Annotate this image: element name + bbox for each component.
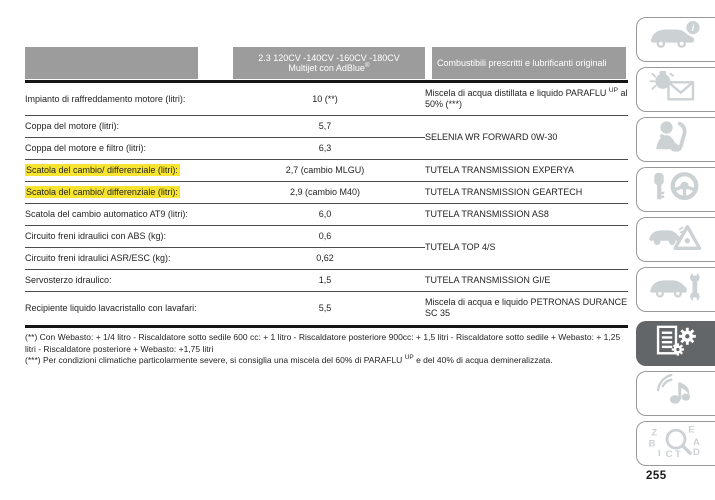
row-label-cell: Circuito freni idraulici ASR/ESC (kg): bbox=[25, 247, 225, 270]
footnote-paraflu: (***) Per condizioni climatiche particol… bbox=[25, 354, 553, 365]
page-number: 255 bbox=[646, 470, 667, 482]
registered-mark: ® bbox=[364, 62, 370, 69]
table-row: Scatola del cambio/ differenziale (litri… bbox=[25, 181, 628, 204]
row-label-cell: Scatola del cambio automatico AT9 (litri… bbox=[25, 203, 225, 226]
row-value-cell: 6,0 bbox=[225, 203, 425, 226]
sidebar-tab-safety[interactable] bbox=[636, 117, 715, 162]
footnote-webasto: (**) Con Webasto: + 1/4 litro - Riscalda… bbox=[25, 332, 621, 354]
row-label-cell: Impianto di raffreddamento motore (litri… bbox=[25, 83, 225, 116]
alphabetical-index-search-icon: Z E B A I C T D bbox=[647, 424, 705, 463]
svg-text:A: A bbox=[693, 437, 700, 448]
footnotes: (**) Con Webasto: + 1/4 litro - Riscalda… bbox=[25, 332, 628, 367]
header-divider-line bbox=[25, 80, 628, 83]
svg-text:T: T bbox=[675, 449, 681, 458]
row-fuel-cell: Miscela di acqua distillata e liquido PA… bbox=[425, 83, 628, 116]
sidebar-tab-driving[interactable] bbox=[636, 167, 715, 212]
svg-text:D: D bbox=[693, 447, 700, 458]
highlighted-label: Scatola del cambio/ differenziale (litri… bbox=[25, 186, 180, 198]
table-bottom-line bbox=[25, 325, 628, 328]
fluid-capacities-table: Impianto di raffreddamento motore (litri… bbox=[25, 83, 628, 324]
sidebar-tab-technical-data[interactable] bbox=[636, 321, 715, 366]
table-row: Scatola del cambio/ differenziale (litri… bbox=[25, 159, 628, 182]
row-value-cell: 0,62 bbox=[225, 247, 425, 270]
row-label-cell: Scatola del cambio/ differenziale (litri… bbox=[25, 181, 225, 204]
table-row: Circuito freni idraulici con ABS (kg): 0… bbox=[25, 225, 628, 270]
table-header-row: 2.3 120CV -140CV -160CV -180CV Multijet … bbox=[25, 47, 628, 79]
table-row: Servosterzo idraulico: 1,5 TUTELA TRANSM… bbox=[25, 269, 628, 292]
sidebar-tab-warning-lights[interactable] bbox=[636, 67, 715, 112]
row-fuel-cell: TUTELA TRANSMISSION GI/E bbox=[425, 269, 628, 292]
svg-text:i: i bbox=[692, 23, 695, 34]
car-info-icon: i bbox=[647, 20, 705, 59]
spec-list-gears-icon bbox=[647, 324, 705, 363]
multimedia-note-icon bbox=[647, 373, 705, 413]
row-fuel-cell: TUTELA TRANSMISSION GEARTECH bbox=[425, 181, 628, 204]
row-value-cell: 2,7 (cambio MLGU) bbox=[225, 159, 425, 182]
row-label-cell: Circuito freni idraulici con ABS (kg): bbox=[25, 225, 225, 248]
row-label-cell: Coppa del motore (litri): bbox=[25, 115, 225, 138]
highlighted-label: Scatola del cambio/ differenziale (litri… bbox=[25, 164, 180, 176]
sidebar-tab-index[interactable]: Z E B A I C T D bbox=[636, 421, 715, 466]
capacities-table: 2.3 120CV -140CV -160CV -180CV Multijet … bbox=[25, 47, 628, 367]
header-fluids-cell: Combustibili prescritti e lubrificanti o… bbox=[432, 47, 626, 79]
row-label-cell: Scatola del cambio/ differenziale (litri… bbox=[25, 159, 225, 182]
row-fuel-cell: Miscela di acqua e liquido PETRONAS DURA… bbox=[425, 297, 628, 318]
key-steering-wheel-icon bbox=[647, 170, 705, 209]
sidebar-tab-maintenance[interactable] bbox=[636, 267, 715, 312]
row-value-cell: 6,3 bbox=[225, 137, 425, 160]
table-row: Impianto di raffreddamento motore (litri… bbox=[25, 83, 628, 116]
row-fuel-cell: TUTELA TOP 4/S bbox=[425, 225, 628, 270]
car-warning-triangle-icon bbox=[647, 220, 705, 259]
sidebar-tab-emergency[interactable] bbox=[636, 217, 715, 262]
table-row: Scatola del cambio automatico AT9 (litri… bbox=[25, 203, 628, 226]
header-engine-version-cell: 2.3 120CV -140CV -160CV -180CV Multijet … bbox=[233, 47, 425, 79]
svg-text:I: I bbox=[658, 448, 661, 458]
table-row: Recipiente liquido lavacristallo con lav… bbox=[25, 292, 628, 325]
sidebar-tab-vehicle[interactable]: i bbox=[636, 17, 715, 62]
header-empty-cell bbox=[25, 47, 198, 79]
row-value-cell: 5,7 bbox=[225, 115, 425, 138]
table-row: Circuito freni idraulici ASR/ESC (kg): 0… bbox=[25, 247, 628, 270]
table-row: Coppa del motore e filtro (litri): 6,3 bbox=[25, 137, 628, 160]
car-wrench-icon bbox=[647, 270, 705, 309]
row-fuel-cell: TUTELA TRANSMISSION EXPERYA bbox=[425, 159, 628, 182]
svg-text:Z: Z bbox=[651, 427, 657, 438]
table-row: Coppa del motore (litri): 5,7 SELENIA WR… bbox=[25, 115, 628, 160]
row-fuel-cell: SELENIA WR FORWARD 0W-30 bbox=[425, 115, 628, 160]
row-value-cell: 1,5 bbox=[225, 269, 425, 292]
row-value-cell: 0,6 bbox=[225, 225, 425, 248]
sidebar-tab-multimedia[interactable] bbox=[636, 371, 715, 416]
svg-text:E: E bbox=[688, 425, 694, 436]
engine-version-line2: Multijet con AdBlue® bbox=[288, 62, 370, 73]
row-label-cell: Recipiente liquido lavacristallo con lav… bbox=[25, 302, 197, 313]
svg-text:C: C bbox=[666, 449, 673, 458]
row-label-cell: Coppa del motore e filtro (litri): bbox=[25, 137, 225, 160]
row-fuel-cell: TUTELA TRANSMISSION AS8 bbox=[425, 203, 628, 226]
seatbelt-safety-icon bbox=[647, 120, 705, 159]
warning-light-mail-icon bbox=[647, 70, 705, 109]
row-value-cell: 2,9 (cambio M40) bbox=[225, 181, 425, 204]
svg-text:B: B bbox=[649, 439, 656, 450]
row-value-cell: 5,5 bbox=[318, 302, 332, 313]
row-value-cell: 10 (**) bbox=[225, 83, 425, 116]
row-label-cell: Servosterzo idraulico: bbox=[25, 269, 225, 292]
engine-version-line1: 2.3 120CV -140CV -160CV -180CV bbox=[258, 52, 400, 63]
